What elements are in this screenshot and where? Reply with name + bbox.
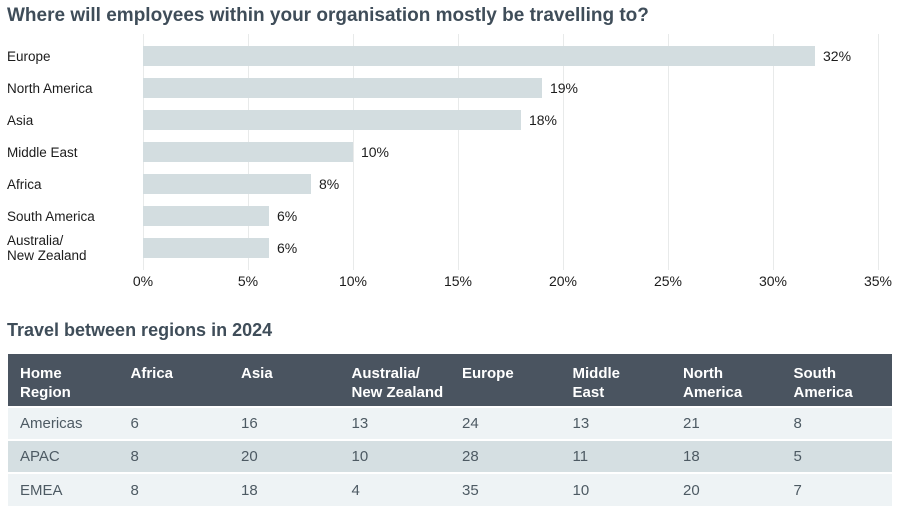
table-cell: 13 xyxy=(339,406,450,440)
table-header-cell: Australia/ New Zealand xyxy=(339,354,450,407)
table-cell: 28 xyxy=(450,439,561,473)
bar xyxy=(143,142,353,162)
bar-track: 8% xyxy=(143,174,878,194)
table-row: Americas 6 16 13 24 13 21 8 xyxy=(8,406,892,440)
gridline xyxy=(878,34,879,270)
report-page: Where will employees within your organis… xyxy=(0,4,900,506)
bar-category-label: Asia xyxy=(7,112,34,128)
table-cell: 6 xyxy=(118,406,229,440)
table-header-cell: Middle East xyxy=(560,354,671,407)
bar-row: Europe 32% xyxy=(0,40,900,72)
gridline xyxy=(353,34,354,270)
table-cell: 13 xyxy=(560,406,671,440)
axis-tick-label: 30% xyxy=(758,273,788,289)
table-title: Travel between regions in 2024 xyxy=(7,320,273,340)
table-header-cell: South America xyxy=(781,354,892,407)
bar-value-label: 18% xyxy=(528,112,558,128)
table-cell: 20 xyxy=(229,439,340,473)
bar xyxy=(143,46,815,66)
bar-row: Middle East 10% xyxy=(0,136,900,168)
table-body: Americas 6 16 13 24 13 21 8 APAC 8 20 10 28 11 18 5 EMEA… xyxy=(8,406,892,506)
table-header-cell: Home Region xyxy=(8,354,119,407)
table-header-cell: North America xyxy=(671,354,782,407)
bar-category-label: South America xyxy=(7,208,95,224)
bar xyxy=(143,206,269,226)
bar-value-label: 19% xyxy=(549,80,579,96)
bar-value-label: 8% xyxy=(319,176,340,192)
x-axis: 0% 5% 10% 15% 20% 25% 30% 35% xyxy=(133,273,892,293)
table-cell: 21 xyxy=(671,406,782,440)
table-header-cell: Asia xyxy=(229,354,340,407)
bar-row: Australia/ New Zealand 6% xyxy=(0,232,900,264)
table-cell: 5 xyxy=(781,439,892,473)
table-header-row: Home Region Africa Asia Australia/ New Zeal… xyxy=(8,354,892,407)
bar-row: Africa 8% xyxy=(0,168,900,200)
axis-tick-label: 0% xyxy=(132,273,154,289)
bar-value-label: 10% xyxy=(360,144,390,160)
table-row: EMEA 8 18 4 35 10 20 7 xyxy=(8,472,892,506)
table-cell: 18 xyxy=(229,472,340,506)
bar-track: 6% xyxy=(143,238,878,258)
bar-category-label: Africa xyxy=(7,176,42,192)
axis-tick-label: 20% xyxy=(548,273,578,289)
bar-track: 32% xyxy=(143,46,878,66)
bar xyxy=(143,174,311,194)
row-header-cell: APAC xyxy=(8,439,119,473)
axis-tick-label: 5% xyxy=(237,273,259,289)
bar-category-label: Middle East xyxy=(7,144,78,160)
gridline xyxy=(563,34,564,270)
axis-tick-label: 10% xyxy=(338,273,368,289)
bar-category-label: Europe xyxy=(7,48,51,64)
bar xyxy=(143,110,521,130)
table-cell: 10 xyxy=(560,472,671,506)
table-cell: 8 xyxy=(118,472,229,506)
travel-regions-table: Home Region Africa Asia Australia/ New Zeal… xyxy=(8,354,892,506)
table-header-cell: Africa xyxy=(118,354,229,407)
bar-track: 10% xyxy=(143,142,878,162)
table-cell: 8 xyxy=(118,439,229,473)
table-cell: 4 xyxy=(339,472,450,506)
bar xyxy=(143,238,269,258)
table-cell: 10 xyxy=(339,439,450,473)
bar-value-label: 6% xyxy=(277,208,298,224)
bar-rows: Europe 32% North America 19% Asia 18% Middle E… xyxy=(0,34,900,264)
table-header-cell: Europe xyxy=(450,354,561,407)
table-row: APAC 8 20 10 28 11 18 5 xyxy=(8,439,892,473)
gridline xyxy=(668,34,669,270)
table-cell: 11 xyxy=(560,439,671,473)
bar xyxy=(143,78,542,98)
bar-category-label: North America xyxy=(7,80,93,96)
table-cell: 24 xyxy=(450,406,561,440)
bar-track: 19% xyxy=(143,78,878,98)
axis-tick-label: 15% xyxy=(443,273,473,289)
table-cell: 16 xyxy=(229,406,340,440)
axis-tick-label: 25% xyxy=(653,273,683,289)
gridline xyxy=(773,34,774,270)
bar-value-label: 6% xyxy=(277,240,298,256)
table-cell: 35 xyxy=(450,472,561,506)
bar-row: South America 6% xyxy=(0,200,900,232)
bar-value-label: 32% xyxy=(823,48,852,64)
bar-chart: Europe 32% North America 19% Asia 18% Middle E… xyxy=(0,34,900,270)
row-header-cell: Americas xyxy=(8,406,119,440)
bar-row: North America 19% xyxy=(0,72,900,104)
axis-tick-label: 35% xyxy=(863,273,893,289)
bar-track: 6% xyxy=(143,206,878,226)
gridline xyxy=(458,34,459,270)
bar-row: Asia 18% xyxy=(0,104,900,136)
table-cell: 20 xyxy=(671,472,782,506)
table-cell: 8 xyxy=(781,406,892,440)
row-header-cell: EMEA xyxy=(8,472,119,506)
bar-track: 18% xyxy=(143,110,878,130)
table-cell: 18 xyxy=(671,439,782,473)
table-cell: 7 xyxy=(781,472,892,506)
chart-title: Where will employees within your organis… xyxy=(7,5,649,26)
bar-category-label: Australia/ New Zealand xyxy=(7,233,87,263)
